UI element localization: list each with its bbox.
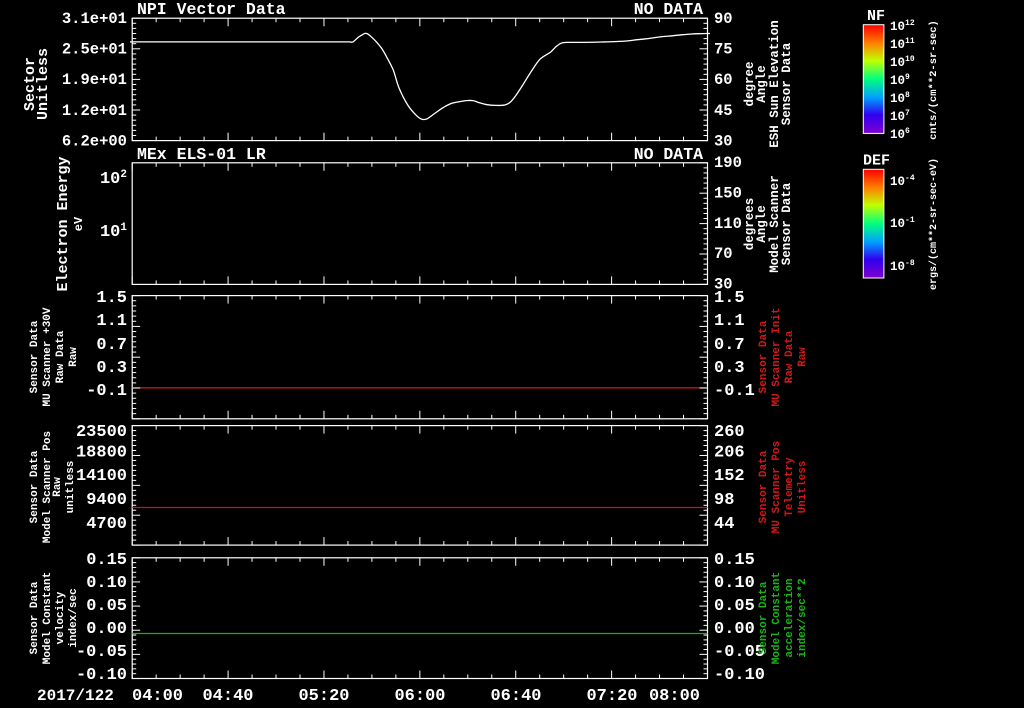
svg-text:2017/122: 2017/122 <box>37 687 114 705</box>
svg-text:Angle: Angle <box>755 205 769 243</box>
svg-text:index/sec: index/sec <box>68 588 80 647</box>
svg-text:90: 90 <box>714 10 733 28</box>
svg-text:degree: degree <box>743 61 757 106</box>
svg-text:04:40: 04:40 <box>202 687 253 706</box>
svg-text:Raw Data: Raw Data <box>55 330 67 383</box>
svg-text:04:00: 04:00 <box>132 687 183 706</box>
svg-text:Sensor Data: Sensor Data <box>758 581 770 654</box>
svg-text:0.00: 0.00 <box>714 620 755 639</box>
svg-text:0.05: 0.05 <box>714 597 755 616</box>
svg-text:75: 75 <box>714 41 733 59</box>
svg-text:Unitless: Unitless <box>35 48 52 120</box>
svg-text:190: 190 <box>714 154 742 172</box>
svg-text:14100: 14100 <box>76 467 127 486</box>
svg-text:0.10: 0.10 <box>86 574 127 593</box>
svg-text:NF: NF <box>867 8 885 25</box>
svg-text:2.5e+01: 2.5e+01 <box>62 41 127 59</box>
svg-text:06:00: 06:00 <box>394 687 445 706</box>
svg-text:0.3: 0.3 <box>96 359 127 378</box>
svg-text:Model Constant: Model Constant <box>771 572 783 664</box>
svg-text:0.00: 0.00 <box>86 620 127 639</box>
svg-text:ESH Sun Elevation: ESH Sun Elevation <box>768 20 782 148</box>
svg-text:Sensor Data: Sensor Data <box>29 320 41 393</box>
svg-text:NO DATA: NO DATA <box>634 0 703 19</box>
svg-text:30: 30 <box>714 132 733 150</box>
svg-text:45: 45 <box>714 102 733 120</box>
svg-text:-0.1: -0.1 <box>714 382 755 401</box>
svg-text:NPI Vector Data: NPI Vector Data <box>137 0 286 19</box>
svg-text:1.9e+01: 1.9e+01 <box>62 71 127 89</box>
svg-text:1.2e+01: 1.2e+01 <box>62 102 127 120</box>
svg-text:Unitless: Unitless <box>797 461 809 514</box>
svg-text:velocity: velocity <box>55 591 67 644</box>
svg-text:1.5: 1.5 <box>96 289 127 308</box>
svg-text:0.15: 0.15 <box>714 551 755 570</box>
svg-text:eV: eV <box>72 216 86 231</box>
svg-text:0.05: 0.05 <box>86 597 127 616</box>
svg-text:acceleration: acceleration <box>784 578 796 657</box>
svg-text:MU Scanner +30V: MU Scanner +30V <box>42 307 54 406</box>
svg-text:1.5: 1.5 <box>714 289 745 308</box>
svg-text:-0.05: -0.05 <box>76 643 127 662</box>
svg-text:degrees: degrees <box>743 198 757 251</box>
svg-text:0.10: 0.10 <box>714 574 755 593</box>
svg-text:Sensor Data: Sensor Data <box>758 450 770 523</box>
svg-text:08:00: 08:00 <box>649 687 700 706</box>
svg-text:60: 60 <box>714 71 733 89</box>
svg-text:4700: 4700 <box>86 515 127 534</box>
svg-text:Electron Energy: Electron Energy <box>55 156 72 291</box>
svg-text:6.2e+00: 6.2e+00 <box>62 132 127 150</box>
svg-text:98: 98 <box>714 491 734 510</box>
svg-text:70: 70 <box>714 245 733 263</box>
svg-text:Raw Data: Raw Data <box>784 330 796 383</box>
svg-text:260: 260 <box>714 423 745 442</box>
svg-text:06:40: 06:40 <box>490 687 541 706</box>
svg-text:index/sec**2: index/sec**2 <box>797 578 809 657</box>
svg-text:cnts/(cm**2-sr-sec): cnts/(cm**2-sr-sec) <box>928 20 940 140</box>
svg-text:0.7: 0.7 <box>714 336 745 355</box>
svg-text:NO DATA: NO DATA <box>634 145 703 164</box>
svg-text:-0.1: -0.1 <box>86 382 127 401</box>
svg-text:Model Constant: Model Constant <box>42 572 54 664</box>
svg-text:Sensor Data: Sensor Data <box>758 320 770 393</box>
svg-text:Raw: Raw <box>52 477 64 497</box>
svg-text:DEF: DEF <box>863 153 890 170</box>
svg-text:ergs/(cm**2-sr-sec-eV): ergs/(cm**2-sr-sec-eV) <box>928 158 940 290</box>
svg-text:Model Scanner: Model Scanner <box>768 175 782 273</box>
svg-text:3.1e+01: 3.1e+01 <box>62 10 127 28</box>
svg-text:-0.10: -0.10 <box>76 666 127 685</box>
svg-text:18800: 18800 <box>76 444 127 463</box>
svg-text:Raw: Raw <box>797 347 809 367</box>
svg-text:1.1: 1.1 <box>96 312 127 331</box>
svg-text:MU Scanner Init: MU Scanner Init <box>771 307 783 406</box>
svg-text:150: 150 <box>714 184 742 202</box>
svg-text:Angle: Angle <box>755 65 769 103</box>
svg-text:Raw: Raw <box>68 347 80 367</box>
svg-text:-0.10: -0.10 <box>714 666 765 685</box>
svg-text:110: 110 <box>714 215 742 233</box>
svg-text:152: 152 <box>714 467 745 486</box>
svg-text:Telemetry: Telemetry <box>784 457 796 517</box>
svg-text:206: 206 <box>714 444 745 463</box>
svg-text:unitless: unitless <box>65 461 77 514</box>
svg-text:9400: 9400 <box>86 491 127 510</box>
svg-text:Sensor Data: Sensor Data <box>780 182 794 265</box>
svg-text:Sensor Data: Sensor Data <box>29 581 41 654</box>
svg-text:0.15: 0.15 <box>86 551 127 570</box>
svg-text:MEx ELS-01 LR: MEx ELS-01 LR <box>137 145 266 164</box>
svg-text:05:20: 05:20 <box>298 687 349 706</box>
svg-text:0.3: 0.3 <box>714 359 745 378</box>
svg-text:23500: 23500 <box>76 423 127 442</box>
svg-text:44: 44 <box>714 515 734 534</box>
svg-text:1.1: 1.1 <box>714 312 745 331</box>
svg-text:0.7: 0.7 <box>96 336 127 355</box>
svg-text:07:20: 07:20 <box>586 687 637 706</box>
svg-text:Sensor Data: Sensor Data <box>29 450 41 523</box>
svg-text:Sensor Data: Sensor Data <box>780 42 794 125</box>
svg-text:MU Scanner Pos: MU Scanner Pos <box>771 441 783 533</box>
